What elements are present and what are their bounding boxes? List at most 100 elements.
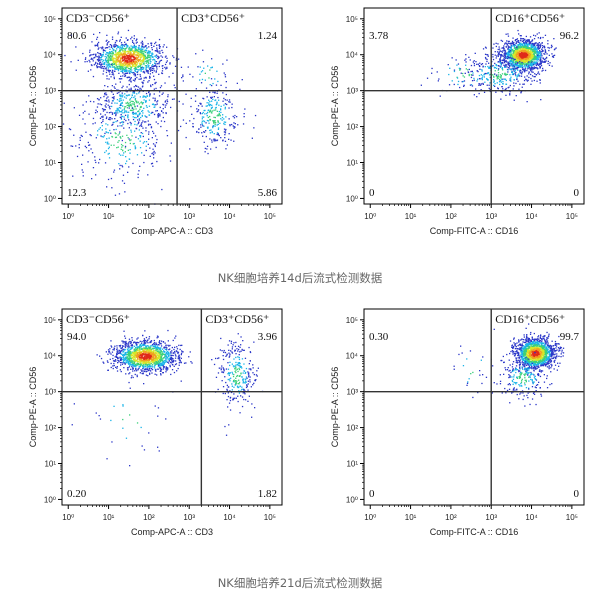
event-point: [156, 51, 159, 53]
event-point: [164, 101, 166, 103]
event-point: [492, 74, 494, 76]
event-point: [505, 89, 507, 91]
event-point: [133, 68, 135, 70]
event-point: [497, 74, 499, 76]
event-point: [523, 42, 526, 44]
event-point: [508, 46, 510, 48]
event-point: [523, 65, 526, 67]
event-point: [161, 358, 163, 360]
event-point: [165, 55, 167, 57]
event-point: [158, 353, 160, 355]
event-point: [135, 64, 138, 67]
event-point: [103, 66, 106, 68]
event-point: [115, 61, 117, 64]
event-point: [149, 62, 151, 64]
event-point: [532, 71, 534, 73]
event-point: [115, 83, 117, 85]
event-point: [533, 61, 535, 63]
event-point: [481, 69, 483, 71]
event-point: [493, 79, 495, 81]
event-point: [164, 106, 166, 108]
event-point: [547, 62, 549, 65]
event-point: [84, 123, 86, 125]
event-point: [535, 59, 537, 61]
event-point: [131, 48, 133, 50]
event-point: [108, 112, 111, 114]
event-point: [527, 45, 529, 47]
event-point: [516, 64, 518, 66]
event-point: [114, 136, 117, 139]
event-point: [219, 122, 221, 124]
event-point: [127, 57, 129, 59]
event-point: [154, 347, 156, 349]
event-point: [513, 68, 515, 70]
event-point: [154, 100, 156, 102]
event-point: [521, 71, 523, 73]
event-point: [99, 61, 101, 64]
event-point: [111, 62, 113, 65]
event-point: [526, 58, 528, 60]
event-point: [537, 55, 540, 57]
event-point: [124, 96, 126, 98]
event-point: [118, 163, 120, 165]
event-point: [539, 52, 541, 54]
event-point: [215, 122, 217, 124]
event-point: [133, 108, 135, 110]
event-point: [115, 114, 117, 117]
event-point: [472, 61, 474, 63]
event-point: [237, 124, 239, 126]
event-point: [97, 43, 99, 45]
event-point: [129, 68, 131, 71]
event-point: [473, 79, 475, 81]
event-point: [139, 135, 141, 137]
event-point: [518, 54, 520, 56]
event-point: [212, 82, 214, 85]
event-point: [539, 37, 542, 40]
event-point: [165, 104, 167, 106]
event-point: [522, 38, 525, 40]
event-point: [494, 62, 496, 65]
event-point: [131, 361, 133, 363]
event-point: [77, 59, 79, 61]
event-point: [147, 120, 149, 122]
event-point: [128, 105, 131, 107]
event-point: [137, 176, 139, 179]
event-point: [506, 56, 508, 58]
event-point: [140, 102, 142, 104]
event-point: [453, 69, 456, 71]
event-point: [530, 50, 532, 52]
event-point: [84, 61, 86, 63]
event-point: [165, 366, 167, 368]
event-point: [159, 113, 161, 115]
event-point: [153, 78, 156, 81]
event-point: [531, 53, 533, 55]
event-point: [514, 40, 516, 42]
event-point: [525, 55, 527, 57]
event-point: [166, 358, 168, 360]
event-point: [536, 59, 538, 61]
event-point: [127, 61, 129, 63]
event-point: [144, 369, 147, 371]
plot-cd3-cd56-day21: 10⁰ 10⁰ 10¹ 10¹ 10² 10² 10³ 10³ 10⁴ 10⁴ 10⁵ 10⁵ Comp…: [10, 303, 310, 563]
event-point: [110, 177, 113, 180]
event-point: [122, 65, 124, 67]
y-tick-label: 10⁰: [346, 194, 358, 203]
event-point: [108, 66, 110, 68]
event-point: [503, 57, 505, 59]
event-point: [501, 55, 503, 57]
event-point: [130, 100, 132, 102]
event-point: [541, 49, 544, 51]
event-point: [145, 336, 148, 339]
event-point: [517, 61, 519, 63]
event-point: [148, 138, 150, 140]
event-point: [120, 347, 122, 349]
event-point: [137, 337, 139, 339]
event-point: [92, 75, 95, 78]
event-point: [456, 64, 458, 66]
event-point: [115, 68, 117, 70]
event-point: [502, 69, 504, 71]
event-point: [512, 45, 515, 47]
event-point: [211, 58, 213, 60]
event-point: [534, 48, 536, 50]
event-point: [509, 55, 511, 57]
